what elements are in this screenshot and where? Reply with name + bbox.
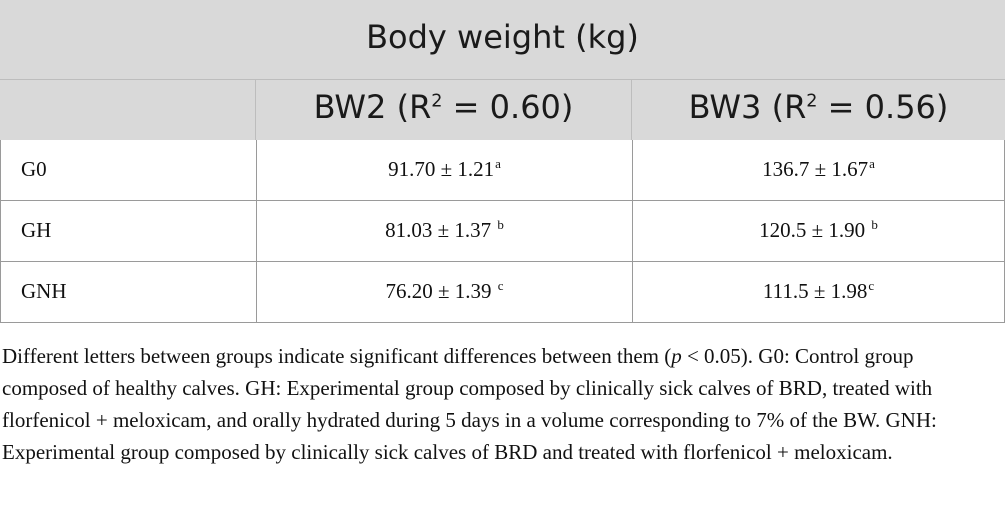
group-label: G0 bbox=[21, 157, 47, 181]
bw3-value: 111.5 ± 1.98 bbox=[762, 279, 868, 303]
column-header-bw2-rest: = 0.60) bbox=[442, 88, 574, 126]
table-row: G0 91.70 ± 1.21a 136.7 ± 1.67a bbox=[0, 140, 1005, 201]
table-title: Body weight (kg) bbox=[366, 18, 639, 56]
table-title-header: Body weight (kg) bbox=[0, 0, 1005, 80]
table-row: GNH 76.20 ± 1.39 c 111.5 ± 1.98c bbox=[0, 262, 1005, 323]
bw2-value: 91.70 ± 1.21 bbox=[388, 157, 495, 181]
footnote-part2: < 0.05). G0: Control group composed of h… bbox=[2, 344, 937, 464]
column-header-bw2-label: BW2 (R bbox=[313, 88, 432, 126]
column-header-row: BW2 (R2 = 0.60) BW3 (R2 = 0.56) bbox=[0, 80, 1005, 140]
column-header-bw3-label: BW3 (R bbox=[688, 88, 807, 126]
bw3-letter: b bbox=[871, 217, 878, 232]
bw3-value: 136.7 ± 1.67 bbox=[762, 157, 869, 181]
bw2-letter: c bbox=[497, 278, 504, 293]
group-label: GNH bbox=[21, 279, 67, 303]
bw3-letter: a bbox=[869, 156, 875, 171]
footnote-p-italic: p bbox=[671, 344, 682, 368]
column-header-bw2-sup: 2 bbox=[431, 91, 443, 112]
column-header-bw3-rest: = 0.56) bbox=[817, 88, 949, 126]
footnote-part1: Different letters between groups indicat… bbox=[2, 344, 672, 368]
bw3-letter: c bbox=[868, 278, 875, 293]
column-header-bw3: BW3 (R2 = 0.56) bbox=[632, 80, 1005, 140]
table-footnote: Different letters between groups indicat… bbox=[2, 340, 1002, 468]
group-label: GH bbox=[21, 218, 52, 242]
bw2-letter: a bbox=[495, 156, 501, 171]
bw3-value: 120.5 ± 1.90 bbox=[759, 218, 871, 242]
column-header-bw3-sup: 2 bbox=[806, 91, 818, 112]
table-row: GH 81.03 ± 1.37 b 120.5 ± 1.90 b bbox=[0, 201, 1005, 262]
bw2-value: 76.20 ± 1.39 bbox=[385, 279, 497, 303]
bw2-value: 81.03 ± 1.37 bbox=[385, 218, 497, 242]
column-header-empty bbox=[0, 80, 256, 140]
bw2-letter: b bbox=[497, 217, 504, 232]
column-header-bw2: BW2 (R2 = 0.60) bbox=[256, 80, 632, 140]
